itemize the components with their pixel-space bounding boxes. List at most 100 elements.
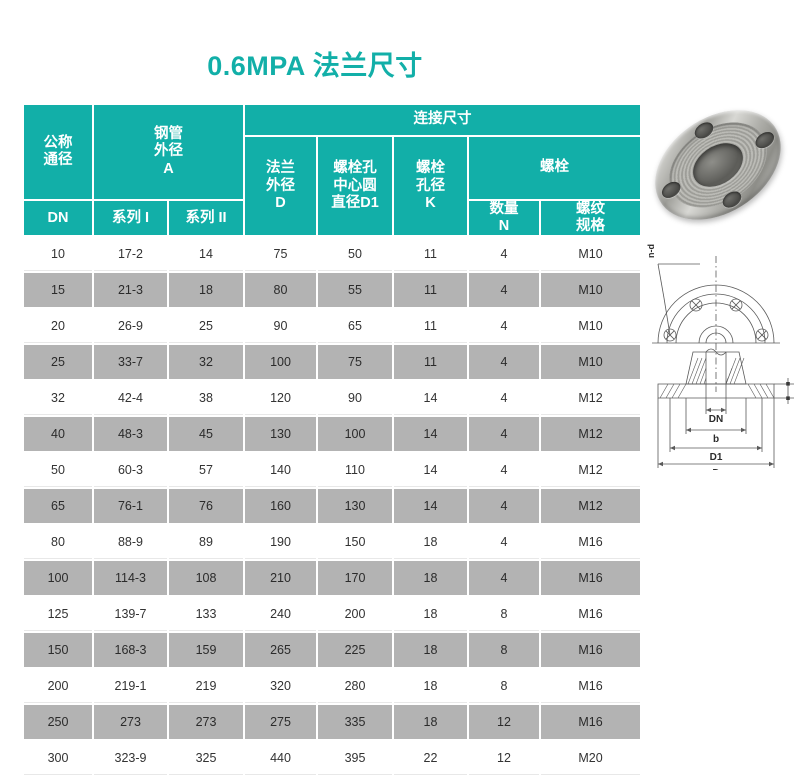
cell-bolt-qty: 8 xyxy=(469,633,539,668)
cell-series-2: 45 xyxy=(169,417,243,452)
table-row: 25 33-7 32 100 75 11 4 M10 xyxy=(24,345,640,380)
table-row: 100 114-3 108 210 170 18 4 M16 xyxy=(24,561,640,596)
flange-photo-stage xyxy=(640,100,796,230)
cell-bolt-hole-k: 11 xyxy=(394,237,467,272)
header-pipe-outer-diameter: 钢管 外径 A xyxy=(94,105,243,199)
cell-thread: M10 xyxy=(541,237,640,272)
cell-series-2: 14 xyxy=(169,237,243,272)
cell-series-2: 219 xyxy=(169,669,243,704)
cell-dn: 20 xyxy=(24,309,92,344)
cell-series-1: 17-2 xyxy=(94,237,167,272)
flange-spec-table-wrapper: 公称 通径 钢管 外径 A 连接尺寸 法兰 外径 D 螺栓孔 中心圆 xyxy=(22,103,640,777)
cell-thread: M20 xyxy=(541,741,640,776)
cell-dn: 32 xyxy=(24,381,92,416)
table-row: 20 26-9 25 90 65 11 4 M10 xyxy=(24,309,640,344)
plan-raised-face-circle xyxy=(675,302,757,344)
cell-flange-od: 160 xyxy=(245,489,316,524)
header-pipe-od-line2: 外径 xyxy=(154,143,183,160)
cell-thread: M16 xyxy=(541,705,640,740)
cell-series-2: 133 xyxy=(169,597,243,632)
cell-series-1: 42-4 xyxy=(94,381,167,416)
cell-bolt-hole-k: 14 xyxy=(394,489,467,524)
cell-bolt-qty: 12 xyxy=(469,741,539,776)
cell-flange-od: 265 xyxy=(245,633,316,668)
cell-bolt-hole-k: 11 xyxy=(394,273,467,308)
cell-bolt-circle-d1: 395 xyxy=(318,741,392,776)
header-pipe-od-line1: 钢管 xyxy=(154,126,183,143)
table-row: 10 17-2 14 75 50 11 4 M10 xyxy=(24,237,640,272)
cell-bolt-circle-d1: 200 xyxy=(318,597,392,632)
dimension-label-d1: D1 xyxy=(710,452,723,463)
cell-bolt-circle-d1: 280 xyxy=(318,669,392,704)
cell-bolt-circle-d1: 55 xyxy=(318,273,392,308)
cell-series-1: 114-3 xyxy=(94,561,167,596)
header-flange-od-line2: 外径 xyxy=(266,177,295,194)
header-bolt-group: 螺栓 xyxy=(469,137,640,199)
cell-flange-od: 130 xyxy=(245,417,316,452)
cell-thread: M10 xyxy=(541,273,640,308)
cell-dn: 50 xyxy=(24,453,92,488)
cell-series-2: 18 xyxy=(169,273,243,308)
cell-bolt-qty: 4 xyxy=(469,561,539,596)
section-hatching-left xyxy=(687,357,707,385)
cell-bolt-circle-d1: 170 xyxy=(318,561,392,596)
flange-technical-drawing: DN b D1 D n-d xyxy=(636,240,800,470)
cell-bolt-circle-d1: 335 xyxy=(318,705,392,740)
cell-bolt-hole-k: 14 xyxy=(394,417,467,452)
cell-flange-od: 100 xyxy=(245,345,316,380)
header-thread-spec: 螺纹 规格 xyxy=(541,201,640,236)
cell-bolt-hole-k: 18 xyxy=(394,633,467,668)
cell-bolt-qty: 4 xyxy=(469,525,539,560)
header-bolt-qty-line1: 数量 xyxy=(489,201,519,217)
cell-series-2: 89 xyxy=(169,525,243,560)
cell-series-1: 168-3 xyxy=(94,633,167,668)
header-nominal-diameter-line1: 公称 xyxy=(43,134,73,151)
cell-bolt-qty: 4 xyxy=(469,309,539,344)
cell-flange-od: 440 xyxy=(245,741,316,776)
header-row-mid: 法兰 外径 D 螺栓孔 中心圆 直径D1 螺栓 孔径 K 螺栓 xyxy=(24,137,640,236)
cell-bolt-hole-k: 18 xyxy=(394,525,467,560)
section-break-line xyxy=(705,348,727,356)
header-flange-outer-diameter: 法兰 外径 D xyxy=(245,137,316,236)
cell-bolt-hole-k: 22 xyxy=(394,741,467,776)
cell-series-1: 323-9 xyxy=(94,741,167,776)
header-thread-line1: 螺纹 xyxy=(576,201,605,217)
cell-series-2: 159 xyxy=(169,633,243,668)
cell-dn: 300 xyxy=(24,741,92,776)
flange-spec-table: 公称 通径 钢管 外径 A 连接尺寸 法兰 外径 D 螺栓孔 中心圆 xyxy=(22,103,642,777)
cell-thread: M16 xyxy=(541,633,640,668)
table-row: 125 139-7 133 240 200 18 8 M16 xyxy=(24,597,640,632)
cell-thread: M16 xyxy=(541,561,640,596)
plan-bolt-hole xyxy=(729,298,743,312)
cell-bolt-circle-d1: 65 xyxy=(318,309,392,344)
table-row: 300 323-9 325 440 395 22 12 M20 xyxy=(24,741,640,776)
dimension-label-b: b xyxy=(713,434,719,445)
figure-column: DN b D1 D n-d xyxy=(636,100,800,690)
cell-bolt-circle-d1: 110 xyxy=(318,453,392,488)
cell-series-1: 21-3 xyxy=(94,273,167,308)
dimension-d1 xyxy=(669,398,763,452)
cell-bolt-qty: 4 xyxy=(469,381,539,416)
header-series-1: 系列 I xyxy=(94,201,167,236)
header-bolt-circle-line3: 直径D1 xyxy=(331,194,379,211)
cell-flange-od: 320 xyxy=(245,669,316,704)
plan-bolt-hole xyxy=(755,328,769,342)
cell-series-1: 33-7 xyxy=(94,345,167,380)
cell-bolt-hole-k: 18 xyxy=(394,669,467,704)
cell-series-2: 273 xyxy=(169,705,243,740)
header-bolt-hole-line1: 螺栓 xyxy=(416,160,445,177)
cell-flange-od: 140 xyxy=(245,453,316,488)
dimension-d xyxy=(657,398,775,468)
cell-bolt-circle-d1: 50 xyxy=(318,237,392,272)
cell-dn: 15 xyxy=(24,273,92,308)
cell-bolt-qty: 4 xyxy=(469,489,539,524)
dimension-label-d: D xyxy=(712,468,719,470)
cell-thread: M12 xyxy=(541,381,640,416)
cell-dn: 200 xyxy=(24,669,92,704)
cell-bolt-hole-k: 11 xyxy=(394,345,467,380)
cell-bolt-circle-d1: 130 xyxy=(318,489,392,524)
cell-flange-od: 75 xyxy=(245,237,316,272)
cell-bolt-qty: 4 xyxy=(469,345,539,380)
cell-series-1: 48-3 xyxy=(94,417,167,452)
cell-thread: M12 xyxy=(541,417,640,452)
